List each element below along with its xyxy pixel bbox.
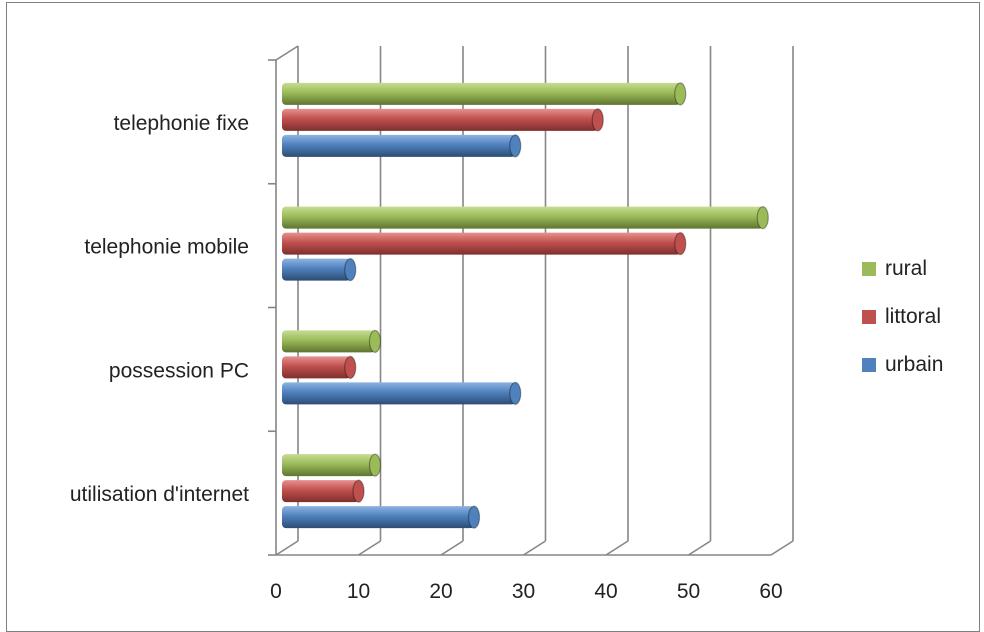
bar-urbain-utilisation-d-internet [282, 505, 481, 529]
floor-gridline-30 [523, 540, 546, 556]
bar-rural-utilisation-d-internet [282, 453, 382, 477]
x-tick-label: 0 [270, 580, 282, 603]
x-tick-label: 40 [594, 580, 617, 603]
x-tick-label: 60 [759, 580, 782, 603]
bar-cap [344, 258, 357, 282]
x-tick-label: 20 [429, 580, 452, 603]
x-tick-label: 50 [677, 580, 700, 603]
floor-gridline-40 [605, 540, 629, 556]
legend: rural littoral urbain [862, 257, 943, 376]
bar-body [282, 134, 516, 157]
bar-cap [674, 82, 687, 106]
x-tick-label: 10 [347, 580, 370, 603]
legend-label-littoral: littoral [885, 305, 941, 328]
bar-cap [368, 453, 382, 477]
bar-rural-possession-pc [282, 329, 382, 353]
category-label-telephonie-mobile: telephonie mobile [84, 236, 249, 259]
bar-littoral-telephonie-mobile [282, 232, 687, 256]
bar-littoral-utilisation-d-internet [282, 479, 365, 503]
x-tick-labels: 0 10 20 30 40 50 60 [270, 580, 783, 603]
category-labels: utilisation d'internet possession PC telep… [70, 112, 249, 506]
bar-urbain-possession-pc [282, 381, 522, 405]
bar-cap [674, 232, 687, 256]
bar-urbain-telephonie-mobile [282, 258, 357, 282]
axis-depth-line [275, 45, 299, 61]
bar-body [282, 232, 681, 255]
bar-body [282, 82, 681, 105]
bar-cap [368, 329, 382, 353]
bar-cap [467, 505, 481, 529]
bar-cap [509, 381, 522, 405]
bar-body [282, 206, 763, 229]
legend-swatch-urbain [862, 358, 876, 372]
bar-cap [352, 479, 365, 503]
bar-cap [509, 134, 522, 158]
bar-body [282, 382, 516, 405]
bar-cap [756, 206, 769, 230]
bar-body [282, 506, 474, 529]
floor-gridline-50 [688, 540, 711, 556]
category-label-telephonie-fixe: telephonie fixe [114, 112, 249, 135]
bar-rural-telephonie-fixe [282, 82, 687, 106]
bar-body [282, 356, 351, 379]
bar-littoral-telephonie-fixe [282, 108, 604, 132]
bar-body [282, 454, 375, 477]
category-label-possession-pc: possession PC [109, 359, 249, 382]
legend-label-rural: rural [885, 257, 927, 280]
floor-gridline-20 [440, 540, 464, 556]
bar-body [282, 330, 375, 353]
floor-gridline-60 [770, 540, 794, 556]
bar-littoral-possession-pc [282, 355, 357, 379]
axes [268, 45, 771, 556]
legend-swatch-littoral [862, 310, 876, 324]
bar-body [282, 480, 359, 503]
bar-urbain-telephonie-fixe [282, 134, 522, 158]
bar-body [282, 258, 351, 281]
floor-gridline-0 [275, 540, 299, 556]
bars [282, 82, 769, 529]
legend-label-urbain: urbain [885, 353, 943, 376]
legend-swatch-rural [862, 262, 876, 276]
x-tick-label: 30 [512, 580, 535, 603]
bar-rural-telephonie-mobile [282, 206, 769, 230]
bar-body [282, 108, 598, 131]
category-label-utilisation-d-internet: utilisation d'internet [70, 483, 249, 506]
floor-gridline-10 [358, 540, 381, 556]
bar-cap [591, 108, 604, 132]
bar-cap [344, 355, 357, 379]
